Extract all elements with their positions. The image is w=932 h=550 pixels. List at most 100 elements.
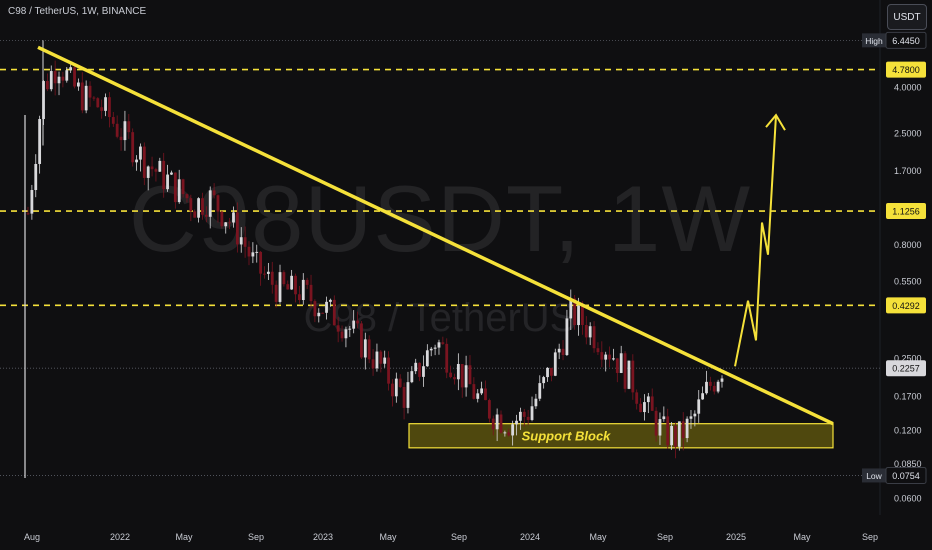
candle-body xyxy=(596,348,600,353)
candle-body xyxy=(693,413,697,417)
price-label-bg xyxy=(886,61,926,78)
y-tick-label: 4.0000 xyxy=(894,83,922,93)
candle-body xyxy=(612,358,615,360)
price-label: 1.1256 xyxy=(886,203,926,220)
x-tick-label: Sep xyxy=(657,532,673,542)
price-label: 0.2257 xyxy=(886,360,926,377)
candle-body xyxy=(453,377,456,380)
candle-body xyxy=(278,272,282,302)
candle-body xyxy=(515,420,518,425)
x-tick-label: Sep xyxy=(862,532,878,542)
y-tick-label: 0.0600 xyxy=(894,493,922,503)
candle-body xyxy=(77,82,80,87)
candle-body xyxy=(193,211,197,218)
x-tick-label: Sep xyxy=(248,532,264,542)
candle-body xyxy=(142,146,146,178)
candle-body xyxy=(189,198,193,212)
price-label-tag-bg xyxy=(862,33,886,48)
candle-body xyxy=(553,352,557,376)
candle-body xyxy=(689,416,693,419)
candle-body xyxy=(131,132,135,163)
candle-body xyxy=(534,398,538,407)
candle-body xyxy=(158,160,162,172)
candle-body xyxy=(104,97,107,111)
price-label-bg xyxy=(886,297,926,314)
candle-body xyxy=(220,211,224,227)
candle-body xyxy=(88,85,92,98)
candle-body xyxy=(38,119,42,164)
candle-body xyxy=(406,382,410,408)
candle-body xyxy=(332,299,336,326)
y-tick-label: 0.5500 xyxy=(894,277,922,287)
candle-body xyxy=(716,381,720,392)
candle-body xyxy=(119,136,123,141)
candle-body xyxy=(635,392,639,404)
y-tick-label: 0.2500 xyxy=(894,354,922,364)
x-tick-label: Sep xyxy=(451,532,467,542)
price-label-bg xyxy=(885,31,927,49)
candle-body xyxy=(111,117,115,124)
x-tick-label: 2025 xyxy=(726,532,746,542)
candle-body xyxy=(437,342,441,348)
candle-body xyxy=(449,372,453,378)
candle-body xyxy=(204,214,208,217)
candle-body xyxy=(623,353,627,389)
candle-body xyxy=(530,406,534,420)
candle-body xyxy=(460,363,464,388)
candle-body xyxy=(619,353,623,373)
price-label: 0.4292 xyxy=(886,297,926,314)
candle-body xyxy=(639,403,642,413)
candle-body xyxy=(185,194,189,199)
candle-body xyxy=(26,213,30,215)
descending-trendline xyxy=(37,45,834,426)
candle-body xyxy=(340,331,344,339)
candle-body xyxy=(557,348,561,353)
candle-body xyxy=(631,360,635,393)
candle-body xyxy=(681,421,685,439)
candle-body xyxy=(115,123,119,137)
candle-body xyxy=(363,339,367,358)
x-tick-label: Aug xyxy=(24,532,40,542)
candle-body xyxy=(270,271,274,285)
candle-body xyxy=(646,396,650,403)
watermark-pair: C98 / TetherUS xyxy=(303,296,577,340)
quote-currency-button[interactable]: USDT xyxy=(887,4,927,30)
x-tick-label: 2023 xyxy=(313,532,333,542)
x-tick-label: 2024 xyxy=(520,532,540,542)
candle-body xyxy=(329,299,332,302)
candle-body xyxy=(294,275,297,295)
candle-body xyxy=(433,347,437,349)
candle-body xyxy=(546,367,549,378)
candle-body xyxy=(608,354,611,360)
candle-body xyxy=(166,174,169,190)
y-tick-label: 0.1200 xyxy=(894,426,922,436)
y-tick-label: 0.1700 xyxy=(894,391,922,401)
candle-body xyxy=(674,425,677,447)
candle-body xyxy=(526,416,530,420)
candle-body xyxy=(309,284,313,302)
candle-body xyxy=(511,424,515,436)
candle-body xyxy=(588,326,592,338)
candle-body xyxy=(259,251,263,274)
candle-body xyxy=(325,301,328,313)
price-label-bg xyxy=(886,203,926,220)
price-label-value: 4.7800 xyxy=(892,65,920,75)
candle-body xyxy=(92,97,96,99)
candle-body xyxy=(170,172,173,175)
candle-body xyxy=(491,418,495,430)
candle-body xyxy=(135,159,138,163)
y-tick-label: 2.5000 xyxy=(894,128,922,138)
candle-body xyxy=(57,76,61,84)
candle-body xyxy=(42,81,45,120)
candle-body xyxy=(375,351,379,369)
candle-body xyxy=(146,166,150,178)
candle-body xyxy=(627,360,631,389)
candle-body xyxy=(522,411,526,417)
candle-body xyxy=(697,399,701,414)
x-tick-label: 2022 xyxy=(110,532,130,542)
candle-body xyxy=(662,416,666,420)
candle-body xyxy=(507,432,511,436)
candle-body xyxy=(429,348,433,351)
